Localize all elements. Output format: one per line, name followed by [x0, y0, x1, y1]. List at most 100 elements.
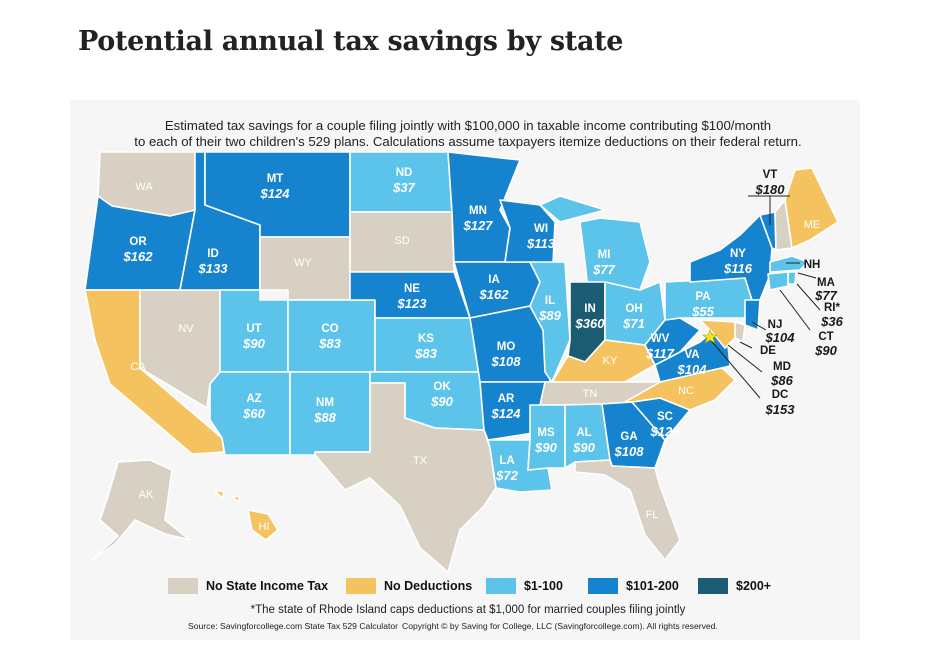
- value-MA: $77: [814, 288, 837, 303]
- label-PA: PA: [695, 291, 710, 303]
- value-WI: $113: [526, 236, 556, 251]
- label-IN: IN: [584, 303, 596, 315]
- state-ME[interactable]: [784, 167, 839, 249]
- state-TX[interactable]: [314, 382, 497, 573]
- legend: No State Income Tax No Deductions $1-100…: [168, 576, 788, 596]
- state-NJ[interactable]: [744, 299, 761, 331]
- value-VA: $104: [677, 362, 708, 377]
- label-DC: DC: [772, 389, 789, 401]
- value-DC: $153: [765, 402, 796, 417]
- state-IL[interactable]: [529, 261, 571, 383]
- label-SC: SC: [657, 411, 673, 423]
- value-OH: $71: [622, 316, 645, 331]
- state-MA[interactable]: [769, 255, 809, 273]
- legend-label: No State Income Tax: [206, 579, 329, 593]
- label-IL: IL: [545, 295, 555, 307]
- label-NC: NC: [678, 385, 694, 397]
- label-KY: KY: [603, 355, 618, 367]
- label-OK: OK: [433, 381, 451, 393]
- legend-label: $101-200: [626, 579, 679, 593]
- copyright-text: Copyright © by Saving for College, LLC (…: [402, 621, 718, 631]
- legend-swatch: [588, 578, 618, 594]
- label-HI: HI: [259, 521, 270, 533]
- label-VA: VA: [684, 349, 699, 361]
- label-WV: WV: [651, 333, 670, 345]
- state-KS[interactable]: [374, 317, 481, 373]
- legend-item-1-100: $1-100: [486, 576, 563, 596]
- label-NJ: NJ: [768, 319, 783, 331]
- page-title: Potential annual tax savings by state: [78, 26, 624, 57]
- legend-swatch: [698, 578, 728, 594]
- value-VT: $180: [755, 182, 786, 197]
- label-NV: NV: [178, 323, 194, 335]
- value-ND: $37: [392, 180, 415, 195]
- label-DE: DE: [760, 345, 776, 357]
- value-SC: $126: [650, 424, 681, 439]
- label-ID: ID: [207, 248, 219, 260]
- value-NM: $88: [313, 410, 336, 425]
- label-TX: TX: [413, 455, 428, 467]
- legend-label: $1-100: [524, 579, 563, 593]
- value-MT: $124: [260, 186, 291, 201]
- state-FL[interactable]: [574, 459, 681, 561]
- legend-item-no-deductions: No Deductions: [346, 576, 472, 596]
- label-MS: MS: [537, 427, 555, 439]
- legend-item-200-plus: $200+: [698, 576, 771, 596]
- value-MI: $77: [592, 262, 615, 277]
- legend-item-101-200: $101-200: [588, 576, 679, 596]
- value-NE: $123: [397, 296, 428, 311]
- label-CA: CA: [130, 361, 146, 373]
- legend-label: No Deductions: [384, 579, 473, 593]
- value-UT: $90: [242, 336, 265, 351]
- label-UT: UT: [246, 323, 261, 335]
- legend-swatch: [168, 578, 198, 594]
- state-CT[interactable]: [767, 271, 789, 291]
- legend-label: $200+: [736, 579, 772, 593]
- label-AL: AL: [576, 427, 591, 439]
- value-CT: $90: [814, 343, 837, 358]
- label-AR: AR: [498, 393, 515, 405]
- value-NY: $116: [723, 261, 753, 276]
- legend-swatch: [486, 578, 516, 594]
- value-MD: $86: [770, 373, 793, 388]
- label-ND: ND: [396, 167, 413, 179]
- state-DE[interactable]: [734, 321, 746, 343]
- label-FL: FL: [646, 509, 659, 521]
- label-MD: MD: [773, 361, 791, 373]
- value-MO: $108: [491, 354, 522, 369]
- value-MN: $127: [463, 218, 494, 233]
- label-AK: AK: [139, 489, 154, 501]
- value-ID: $133: [198, 261, 229, 276]
- state-AR[interactable]: [479, 381, 546, 441]
- state-MI[interactable]: [539, 195, 651, 291]
- source-text: Source: Savingforcollege.com State Tax 5…: [188, 621, 399, 631]
- value-GA: $108: [614, 444, 645, 459]
- state-KY[interactable]: [551, 339, 656, 383]
- leader-lines: [707, 195, 821, 399]
- label-AZ: AZ: [246, 393, 261, 405]
- label-ME: ME: [804, 219, 821, 231]
- label-MI: MI: [598, 249, 611, 261]
- label-RI: RI*: [824, 302, 841, 314]
- label-MT: MT: [267, 173, 284, 185]
- state-RI[interactable]: [787, 271, 797, 285]
- value-WV: $117: [645, 346, 675, 361]
- label-NE: NE: [404, 283, 420, 295]
- label-LA: LA: [499, 455, 514, 467]
- label-SD: SD: [394, 235, 409, 247]
- value-NJ: $104: [765, 330, 796, 345]
- legend-swatch: [346, 578, 376, 594]
- label-TN: TN: [583, 388, 598, 400]
- state-AK[interactable]: [91, 459, 191, 561]
- label-MN: MN: [469, 205, 487, 217]
- value-LA: $72: [495, 468, 518, 483]
- subtitle-line-2: to each of their two children's 529 plan…: [134, 134, 802, 149]
- state-HI[interactable]: [213, 489, 279, 541]
- value-AZ: $60: [242, 406, 265, 421]
- label-WY: WY: [294, 257, 312, 269]
- label-IA: IA: [488, 274, 500, 286]
- dc-star-icon: [702, 329, 718, 344]
- value-IL: $89: [538, 308, 561, 323]
- value-MS: $90: [534, 440, 557, 455]
- label-MA: MA: [817, 277, 835, 289]
